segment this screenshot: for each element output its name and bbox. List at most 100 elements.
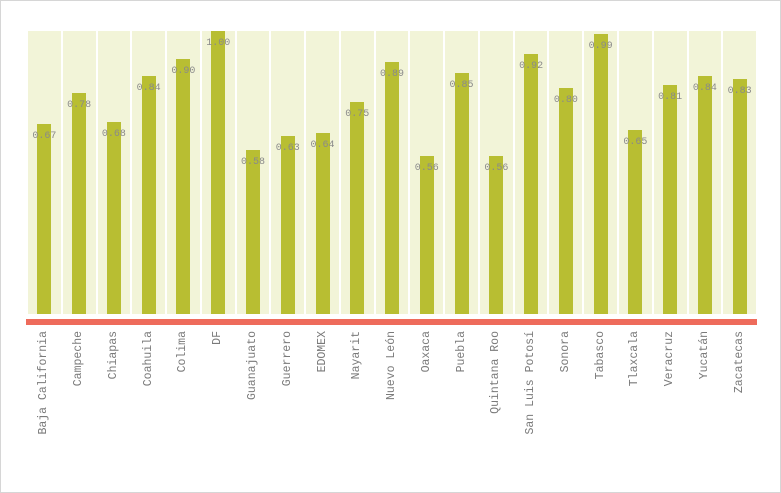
value-label: 0.65 xyxy=(623,137,648,148)
category-label: Coahuila xyxy=(141,331,155,387)
category-slot: San Luis Potosí xyxy=(515,331,548,481)
bar-column: 0.78 xyxy=(62,31,96,314)
category-label: Colima xyxy=(176,331,190,373)
category-slot: Colima xyxy=(167,331,200,481)
bar xyxy=(593,34,608,314)
bar-column: 0.65 xyxy=(619,31,652,314)
value-label: 0.90 xyxy=(171,66,196,77)
category-slot: Oaxaca xyxy=(410,331,443,481)
bar xyxy=(176,59,191,314)
bar-column: 0.56 xyxy=(479,31,513,314)
value-label: 0.68 xyxy=(101,129,126,140)
bar-column: 0.90 xyxy=(167,31,200,314)
value-label: 0.75 xyxy=(345,109,370,120)
category-slot: Chiapas xyxy=(98,331,131,481)
bar-column: 0.81 xyxy=(653,31,687,314)
value-label: 0.58 xyxy=(240,157,265,168)
value-label: 0.85 xyxy=(449,80,474,91)
value-label: 0.56 xyxy=(484,163,509,174)
bar-column: 0.56 xyxy=(410,31,444,314)
category-label: Oaxaca xyxy=(419,331,433,373)
category-label: Nuevo León xyxy=(385,331,399,401)
bar xyxy=(315,133,330,314)
bar xyxy=(732,79,747,314)
category-label: Veracruz xyxy=(663,331,677,387)
category-label: Zacatecas xyxy=(732,331,746,394)
category-slot: DF xyxy=(202,331,235,481)
bar-column: 0.85 xyxy=(445,31,478,314)
category-slot: Tlaxcala xyxy=(619,331,652,481)
value-label: 0.63 xyxy=(275,143,300,154)
bar-column: 0.89 xyxy=(375,31,409,314)
x-axis-line xyxy=(26,319,757,325)
bar xyxy=(211,31,226,314)
bar-column: 0.99 xyxy=(584,31,618,314)
bar-column: 0.63 xyxy=(271,31,305,314)
bar xyxy=(419,156,434,314)
x-axis-labels: Baja California Campeche Chiapas Coahuila Co… xyxy=(28,331,756,481)
bar xyxy=(106,122,121,314)
bar-column: 0.84 xyxy=(132,31,166,314)
category-slot: Yucatán xyxy=(689,331,722,481)
category-label: Guanajuato xyxy=(245,331,259,401)
category-slot: Nayarit xyxy=(341,331,374,481)
category-slot: Veracruz xyxy=(654,331,687,481)
category-slot: Puebla xyxy=(445,331,478,481)
category-label: Tabasco xyxy=(593,331,607,380)
category-label: Chiapas xyxy=(106,331,120,380)
bar xyxy=(72,93,87,314)
category-slot: Guanajuato xyxy=(237,331,270,481)
category-label: Yucatán xyxy=(697,331,711,380)
bar-column: 0.58 xyxy=(236,31,270,314)
value-label: 0.83 xyxy=(727,86,752,97)
bar-column: 0.80 xyxy=(549,31,583,314)
value-label: 0.84 xyxy=(136,83,161,94)
bar-column: 1.00 xyxy=(201,31,235,314)
value-label: 0.78 xyxy=(67,100,92,111)
category-label: Campeche xyxy=(72,331,86,387)
bar-column: 0.84 xyxy=(688,31,722,314)
category-slot: Campeche xyxy=(63,331,96,481)
bar-column: 0.64 xyxy=(306,31,339,314)
bar xyxy=(350,102,365,314)
category-label: San Luis Potosí xyxy=(524,331,538,435)
category-label: DF xyxy=(211,331,225,345)
category-slot: Tabasco xyxy=(584,331,617,481)
bar xyxy=(245,150,260,314)
bar xyxy=(37,124,52,314)
category-label: EDOMEX xyxy=(315,331,329,373)
bar xyxy=(628,130,643,314)
category-slot: Guerrero xyxy=(271,331,304,481)
category-label: Tlaxcala xyxy=(628,331,642,387)
category-slot: Zacatecas xyxy=(723,331,756,481)
value-label: 0.80 xyxy=(553,95,578,106)
category-label: Baja California xyxy=(37,331,51,435)
bar-column: 0.75 xyxy=(340,31,374,314)
bar xyxy=(280,136,295,314)
category-slot: Coahuila xyxy=(132,331,165,481)
category-label: Nayarit xyxy=(350,331,364,380)
value-label: 0.56 xyxy=(414,163,439,174)
bar xyxy=(489,156,504,314)
value-label: 1.00 xyxy=(206,38,231,49)
category-label: Quintana Roo xyxy=(489,331,503,414)
category-label: Puebla xyxy=(454,331,468,373)
value-label: 0.99 xyxy=(588,41,613,52)
category-slot: Quintana Roo xyxy=(480,331,513,481)
bar-column: 0.68 xyxy=(97,31,131,314)
category-label: Guerrero xyxy=(280,331,294,387)
bar xyxy=(663,85,678,314)
category-slot: Baja California xyxy=(28,331,61,481)
bar-column: 0.67 xyxy=(28,31,61,314)
bar xyxy=(385,62,400,314)
plot-area: 0.67 0.78 0.68 0.84 0.90 1.00 0.58 0.63 0.64 0.75… xyxy=(28,31,757,314)
value-label: 0.92 xyxy=(519,61,544,72)
value-label: 0.64 xyxy=(310,140,335,151)
bar xyxy=(697,76,712,314)
bar-column: 0.83 xyxy=(723,31,757,314)
category-slot: Sonora xyxy=(549,331,582,481)
category-slot: Nuevo León xyxy=(376,331,409,481)
value-label: 0.67 xyxy=(32,131,57,142)
value-label: 0.89 xyxy=(380,69,405,80)
bar-column: 0.92 xyxy=(514,31,548,314)
